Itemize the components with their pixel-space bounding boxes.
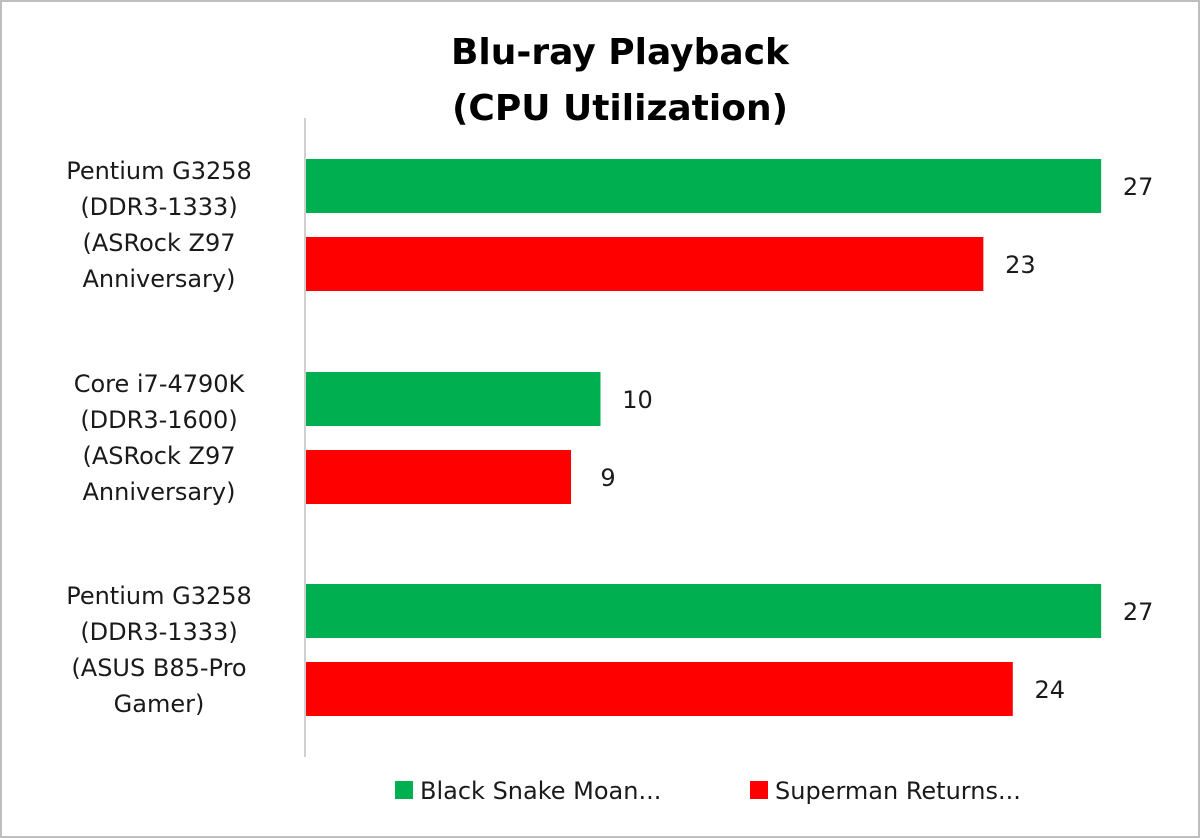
data-label: 27 (1123, 598, 1154, 626)
bars-layer (306, 159, 1102, 716)
data-label: 27 (1123, 173, 1154, 201)
legend: Black Snake Moan... Superman Returns... (395, 777, 1021, 805)
category-label-line: Anniversary) (83, 265, 236, 293)
bar-black-snake-moan (306, 159, 1102, 213)
data-label: 9 (600, 464, 615, 492)
chart-title: Blu-ray Playback (451, 32, 790, 73)
category-label-line: Anniversary) (83, 478, 236, 506)
bar-black-snake-moan (306, 584, 1102, 638)
category-label-line: (ASUS B85-Pro (71, 654, 246, 682)
category-label-line: (DDR3-1600) (80, 406, 237, 434)
data-label: 23 (1005, 251, 1036, 279)
legend-swatch (750, 781, 768, 799)
legend-label: Superman Returns... (775, 777, 1021, 805)
bar-black-snake-moan (306, 372, 601, 426)
bar-superman-returns (306, 662, 1013, 716)
legend-label: Black Snake Moan... (420, 777, 661, 805)
category-label-line: (ASRock Z97 (83, 229, 236, 257)
category-label-line: Core i7-4790K (74, 370, 246, 398)
legend-swatch (395, 781, 413, 799)
data-label: 24 (1035, 676, 1066, 704)
chart-subtitle: (CPU Utilization) (452, 88, 788, 129)
category-label-line: Pentium G3258 (66, 582, 252, 610)
category-label-line: (DDR3-1333) (80, 618, 237, 646)
category-label-line: Pentium G3258 (66, 157, 252, 185)
category-label-line: Gamer) (114, 690, 205, 718)
category-label-line: (DDR3-1333) (80, 193, 237, 221)
data-label: 10 (622, 386, 653, 414)
labels-layer: Pentium G3258 (DDR3-1333) (ASRock Z97 Anniv… (66, 157, 1153, 718)
bar-superman-returns (306, 450, 572, 504)
bar-superman-returns (306, 237, 984, 291)
category-label-line: (ASRock Z97 (83, 442, 236, 470)
